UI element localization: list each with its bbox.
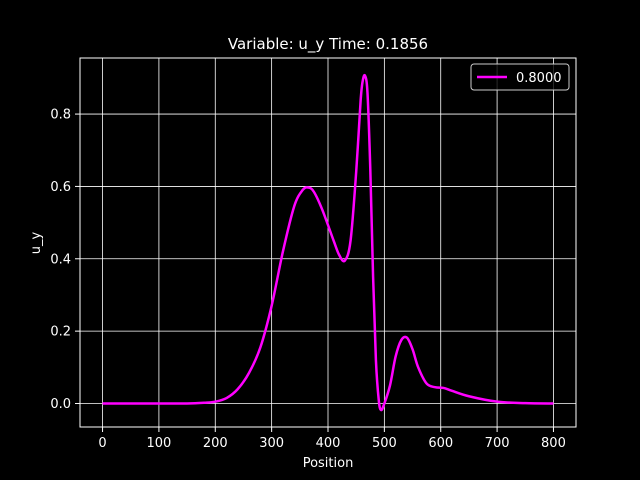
x-tick-label: 200 xyxy=(203,436,228,451)
y-axis-label: u_y xyxy=(29,231,44,254)
y-tick-label: 0.8 xyxy=(50,108,71,123)
x-axis-ticks: 0 100 200 300 400 500 600 700 800 xyxy=(98,427,566,451)
y-axis-ticks: 0.0 0.2 0.4 0.6 0.8 xyxy=(50,108,80,412)
x-tick-label: 0 xyxy=(98,436,106,451)
grid xyxy=(80,58,576,427)
y-tick-label: 0.6 xyxy=(50,180,71,195)
chart-title: Variable: u_y Time: 0.1856 xyxy=(228,35,428,54)
x-tick-label: 100 xyxy=(146,436,171,451)
legend-label: 0.8000 xyxy=(516,71,562,86)
y-tick-label: 0.4 xyxy=(50,252,71,267)
y-tick-label: 0.2 xyxy=(50,325,71,340)
x-tick-label: 700 xyxy=(485,436,510,451)
x-tick-label: 300 xyxy=(259,436,284,451)
y-tick-label: 0.0 xyxy=(50,397,71,412)
x-tick-label: 600 xyxy=(428,436,453,451)
x-tick-label: 800 xyxy=(541,436,566,451)
legend-box xyxy=(470,63,570,91)
series-layer xyxy=(102,73,554,412)
legend: 0.8000 xyxy=(470,63,570,91)
x-tick-label: 500 xyxy=(372,436,397,451)
series-line xyxy=(102,73,554,412)
x-axis-label: Position xyxy=(303,456,354,471)
x-tick-label: 400 xyxy=(316,436,341,451)
